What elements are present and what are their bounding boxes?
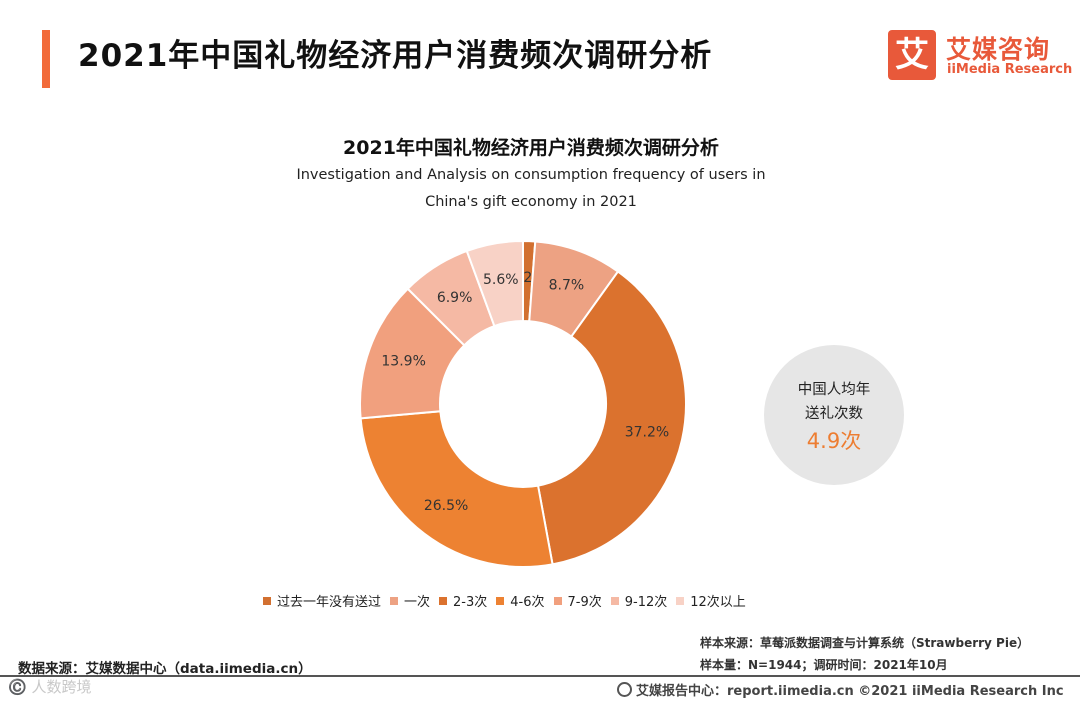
legend-label-1: 一次 xyxy=(404,595,431,610)
stat-label-line2: 送礼次数 xyxy=(805,406,863,422)
legend-item-3: 4-6次 xyxy=(496,591,545,610)
legend-label-6: 12次以上 xyxy=(690,595,746,610)
legend-swatch-6 xyxy=(676,597,685,605)
chart-title: 2021年中国礼物经济用户消费频次调研分析 xyxy=(343,137,719,159)
legend-item-1: 一次 xyxy=(390,591,430,610)
slice-label-1: 8.7% xyxy=(549,278,585,294)
footer: 艾媒报告中心：report.iimedia.cn ©2021 iiMedia R… xyxy=(617,680,1064,699)
legend-item-5: 9-12次 xyxy=(610,591,668,610)
legend-item-2: 2-3次 xyxy=(439,591,487,610)
iimedia-logo[interactable]: 艾 艾媒咨询 iiMedia Research xyxy=(888,30,1072,82)
slice-label-5: 6.9% xyxy=(437,290,473,306)
legend-swatch-3 xyxy=(496,597,505,605)
watermark: ©️ 人数跨境 xyxy=(8,678,92,696)
sample-size-note: 样本量：N=1944；调研时间：2021年10月 xyxy=(700,658,948,672)
chart-subtitle-line2: China's gift economy in 2021 xyxy=(425,194,637,210)
title-accent-bar xyxy=(42,30,50,88)
data-source: 数据来源：艾媒数据中心（data.iimedia.cn） xyxy=(18,661,312,677)
donut-slice-3 xyxy=(359,410,554,568)
legend-label-4: 7-9次 xyxy=(567,595,602,610)
globe-icon xyxy=(617,682,632,697)
logo-name-cn: 艾媒咨询 xyxy=(946,35,1051,64)
slice-label-6: 5.6% xyxy=(483,272,519,288)
chart-subtitle-line1: Investigation and Analysis on consumptio… xyxy=(296,167,766,183)
logo-mark-icon: 艾 xyxy=(888,30,936,80)
legend-label-3: 4-6次 xyxy=(510,595,545,610)
page-title: 2021年中国礼物经济用户消费频次调研分析 xyxy=(78,38,713,74)
legend-swatch-5 xyxy=(610,597,619,605)
legend-label-5: 9-12次 xyxy=(624,595,668,610)
legend-swatch-0 xyxy=(263,597,271,605)
per-capita-stat-circle: 中国人均年 送礼次数 4.9次 xyxy=(764,345,904,485)
legend-item-0: 过去一年没有送过 xyxy=(263,591,381,610)
legend-swatch-4 xyxy=(553,597,562,605)
donut-slice-6 xyxy=(465,239,524,328)
legend-swatch-2 xyxy=(439,597,448,605)
donut-slice-2 xyxy=(536,270,687,566)
stat-label-line1: 中国人均年 xyxy=(797,382,871,398)
logo-name-en: iiMedia Research xyxy=(947,62,1073,77)
legend-label-0: 过去一年没有送过 xyxy=(277,595,382,610)
legend-label-2: 2-3次 xyxy=(453,595,488,610)
slice-label-3: 26.5% xyxy=(424,498,468,514)
stat-value: 4.9次 xyxy=(806,429,862,453)
chart-legend: 过去一年没有送过 一次 2-3次 4-6次 7-9次 9-12次 12次以上 xyxy=(263,591,755,610)
footer-text: 艾媒报告中心：report.iimedia.cn ©2021 iiMedia R… xyxy=(636,684,1064,699)
footer-divider xyxy=(0,675,1080,677)
legend-item-4: 7-9次 xyxy=(553,591,602,610)
slice-label-2: 37.2% xyxy=(625,425,669,441)
legend-item-6: 12次以上 xyxy=(676,591,746,610)
sample-source-note: 样本来源：草莓派数据调查与计算系统（Strawberry Pie） xyxy=(700,636,1030,650)
legend-swatch-1 xyxy=(390,597,399,605)
slice-label-4: 13.9% xyxy=(381,354,425,370)
